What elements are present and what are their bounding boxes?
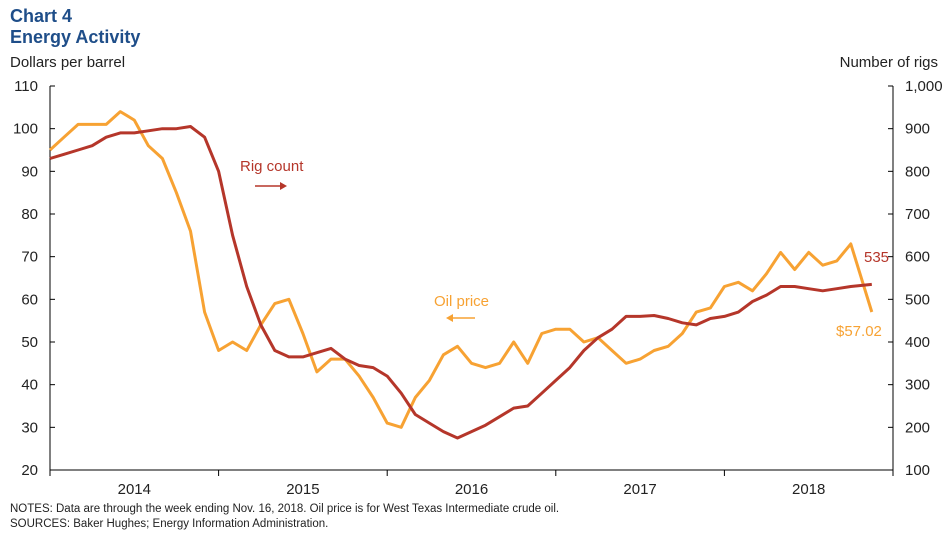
right-tick-label: 300 bbox=[905, 377, 930, 394]
right-tick-label: 600 bbox=[905, 249, 930, 266]
oil-last-value: $57.02 bbox=[836, 323, 882, 340]
left-tick-label: 110 bbox=[14, 78, 38, 95]
x-tick-label: 2016 bbox=[455, 481, 488, 498]
right-tick-label: 700 bbox=[905, 206, 930, 223]
x-tick-label: 2018 bbox=[792, 481, 825, 498]
left-tick-label: 50 bbox=[21, 334, 38, 351]
chart-number: Chart 4 bbox=[10, 6, 73, 26]
sources: SOURCES: Baker Hughes; Energy Informatio… bbox=[10, 518, 329, 530]
oil-price-label: Oil price bbox=[434, 293, 489, 310]
oil-price-line bbox=[48, 110, 874, 429]
right-axis-label: Number of rigs bbox=[839, 54, 938, 71]
chart-title: Energy Activity bbox=[10, 27, 141, 47]
left-tick-label: 20 bbox=[21, 462, 38, 479]
right-tick-label: 1,000 bbox=[905, 78, 943, 95]
x-tick-label: 2017 bbox=[623, 481, 656, 498]
left-tick-label: 90 bbox=[21, 163, 38, 180]
left-tick-label: 70 bbox=[21, 249, 38, 266]
right-arrow-icon bbox=[280, 182, 287, 190]
right-tick-label: 800 bbox=[905, 163, 930, 180]
x-tick-label: 2015 bbox=[286, 481, 319, 498]
left-tick-label: 100 bbox=[13, 121, 38, 138]
left-arrow-icon bbox=[446, 314, 453, 322]
left-axis-label: Dollars per barrel bbox=[10, 54, 126, 71]
right-tick-label: 400 bbox=[905, 334, 930, 351]
left-tick-label: 40 bbox=[21, 377, 38, 394]
x-tick-label: 2014 bbox=[118, 481, 151, 498]
left-tick-label: 80 bbox=[21, 206, 38, 223]
left-tick-label: 60 bbox=[21, 291, 38, 308]
right-tick-label: 200 bbox=[905, 419, 930, 436]
rig-last-value: 535 bbox=[864, 249, 889, 266]
rig-count-line bbox=[49, 125, 872, 440]
right-tick-label: 500 bbox=[905, 291, 930, 308]
right-tick-label: 100 bbox=[905, 462, 930, 479]
rig-count-label: Rig count bbox=[240, 158, 304, 175]
notes: NOTES: Data are through the week ending … bbox=[10, 503, 560, 515]
right-tick-label: 900 bbox=[905, 121, 930, 138]
left-tick-label: 30 bbox=[21, 419, 38, 436]
